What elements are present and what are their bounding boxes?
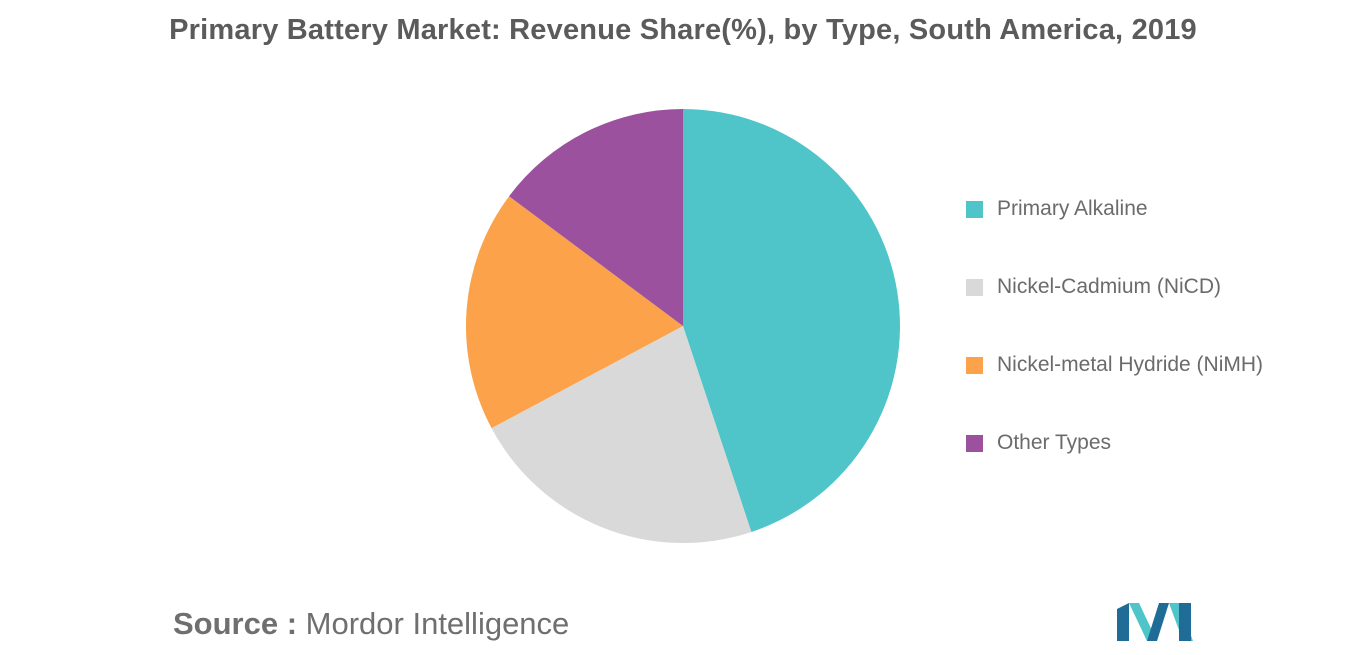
mordor-intelligence-logo-icon	[1117, 603, 1193, 641]
pie-slice-other-types	[509, 109, 683, 326]
source-note: Source : Mordor Intelligence	[173, 606, 569, 642]
pie-slice-nickel-cadmium-nicd	[491, 326, 752, 543]
pie-slice-primary-alkaline	[683, 109, 900, 532]
pie-slice-nickel-metal-hydride-nimh	[465, 196, 683, 429]
source-prefix: Source :	[173, 606, 298, 641]
source-name: Mordor Intelligence	[305, 606, 570, 641]
legend-swatch	[966, 200, 983, 218]
legend-swatch	[966, 434, 983, 452]
logo-mid-diagonal	[1147, 603, 1169, 641]
logo-right-bar	[1179, 603, 1191, 641]
chart-title: Primary Battery Market: Revenue Share(%)…	[169, 14, 1197, 46]
legend-item-other-types: Other Types	[966, 428, 1263, 458]
legend-swatch	[966, 278, 983, 296]
pie-slices	[465, 109, 900, 543]
legend-item-nickel-cadmium: Nickel-Cadmium (NiCD)	[966, 272, 1263, 302]
legend-item-nickel-metal-hydride: Nickel-metal Hydride (NiMH)	[966, 350, 1263, 380]
legend-label: Primary Alkaline	[997, 197, 1148, 220]
legend-item-primary-alkaline: Primary Alkaline	[966, 194, 1263, 224]
pie-chart	[465, 109, 900, 543]
logo-left-bar	[1117, 603, 1129, 641]
legend: Primary Alkaline Nickel-Cadmium (NiCD) N…	[966, 194, 1263, 506]
legend-label: Nickel-metal Hydride (NiMH)	[997, 353, 1264, 376]
legend-label: Nickel-Cadmium (NiCD)	[997, 275, 1222, 298]
legend-swatch	[966, 356, 983, 374]
legend-label: Other Types	[997, 431, 1112, 454]
